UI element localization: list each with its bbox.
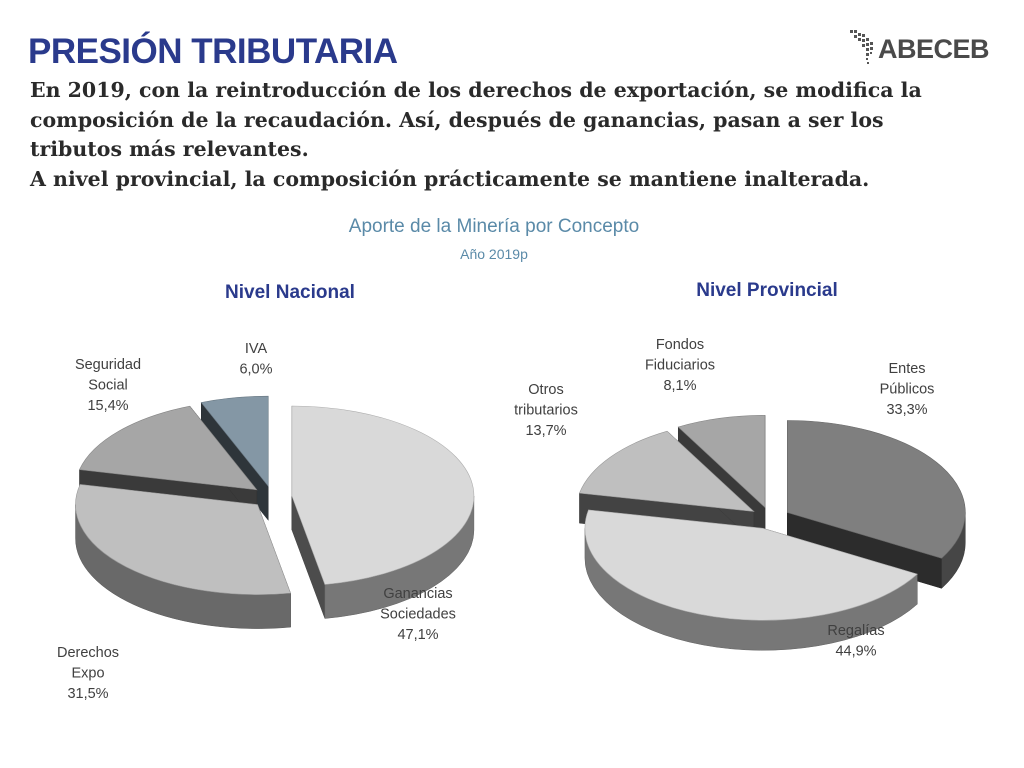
slice-label-line: Fiduciarios <box>645 358 715 374</box>
panel-title-nacional: Nivel Nacional <box>225 282 355 303</box>
slice-label: Otros tributarios 13,7% <box>514 382 578 439</box>
pies-group: Ganancias Sociedades 47,1% Derechos Expo 31,5… <box>57 337 966 702</box>
logo-text: ABECEB <box>878 34 990 64</box>
slice-label-line: 33,3% <box>886 402 927 418</box>
slice-label: IVA 6,0% <box>239 341 272 378</box>
slice-label-line: 15,4% <box>87 398 128 414</box>
slice-label-line: Social <box>88 378 128 394</box>
pie-slice <box>787 420 966 589</box>
slice-top <box>291 405 475 585</box>
chart-title: Aporte de la Minería por Concepto <box>349 216 639 237</box>
slice-label: Entes Públicos 33,3% <box>880 361 935 418</box>
subtitle-line: En 2019, con la reintroducción de los de… <box>30 78 922 102</box>
slice-label-line: 8,1% <box>663 378 696 394</box>
slice-label: Fondos Fiduciarios 8,1% <box>645 337 715 394</box>
slice-label-line: Públicos <box>880 382 935 398</box>
pie-slice <box>584 509 918 651</box>
slice-label-line: Seguridad <box>75 357 141 373</box>
abeceb-logo: ABECEB <box>848 28 993 72</box>
slice-label-line: Regalías <box>827 623 884 639</box>
slice-label-line: Fondos <box>656 337 704 353</box>
slice-top <box>677 415 766 509</box>
pie-slice <box>75 484 291 629</box>
slice-label: Derechos Expo 31,5% <box>57 645 119 702</box>
chart-subtitle: Año 2019p <box>460 246 528 262</box>
slice-label-line: 6,0% <box>239 362 272 378</box>
subtitle-line: composición de la recaudación. Así, desp… <box>30 107 884 132</box>
slice-label-line: 47,1% <box>397 627 438 643</box>
pie-slice <box>291 405 475 619</box>
subtitle: En 2019, con la reintroducción de los de… <box>30 76 990 194</box>
slice-label-line: tributarios <box>514 403 578 419</box>
subtitle-line: tributos más relevantes. <box>30 137 309 161</box>
slice-label-line: IVA <box>245 341 268 357</box>
slice-label-line: Sociedades <box>380 607 456 623</box>
slice-label-line: 31,5% <box>67 686 108 702</box>
slice-top <box>579 430 755 512</box>
logo-map-icon <box>850 30 873 64</box>
slice-label: Ganancias Sociedades 47,1% <box>380 586 456 643</box>
slice-label-line: Ganancias <box>383 586 452 602</box>
slice-label: Seguridad Social 15,4% <box>75 357 141 414</box>
slice-top <box>79 405 258 491</box>
slice-label-line: Expo <box>71 666 104 682</box>
slice-label: Regalías 44,9% <box>827 623 884 660</box>
panel-title-provincial: Nivel Provincial <box>696 280 838 301</box>
slice-top <box>787 420 966 559</box>
slice-top <box>75 484 291 595</box>
page-title: PRESIÓN TRIBUTARIA <box>28 32 398 71</box>
slice-label-line: Entes <box>888 361 925 377</box>
slice-label-line: Otros <box>528 382 563 398</box>
slice-label-line: 13,7% <box>525 423 566 439</box>
slice-label-line: Derechos <box>57 645 119 661</box>
slice-label-line: 44,9% <box>835 644 876 660</box>
slice-top <box>584 509 918 621</box>
subtitle-line: A nivel provincial, la composición práct… <box>30 166 870 191</box>
slice-top <box>200 395 269 488</box>
